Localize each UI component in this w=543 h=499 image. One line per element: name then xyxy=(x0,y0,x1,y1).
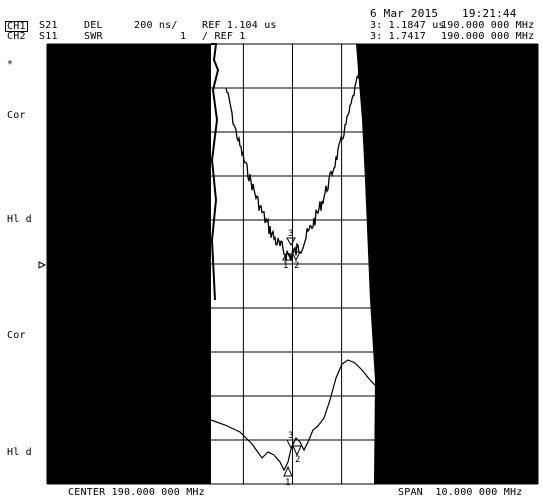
marker-1-label: 1 xyxy=(283,261,288,271)
lower-marker-2-triangle-icon[interactable] xyxy=(293,446,301,455)
reference-arrow-icon xyxy=(39,262,45,268)
upper-markers: 1 2 3 xyxy=(283,229,300,271)
lower-marker-1-label: 1 xyxy=(285,478,290,488)
lower-marker-3-label: 3 xyxy=(288,431,293,441)
marker-3-triangle-icon[interactable] xyxy=(287,238,295,245)
lower-marker-2-label: 2 xyxy=(295,455,300,465)
marker-3-label: 3 xyxy=(288,229,293,239)
marker-2-label: 2 xyxy=(294,261,299,271)
left-noise-edge xyxy=(211,44,218,300)
